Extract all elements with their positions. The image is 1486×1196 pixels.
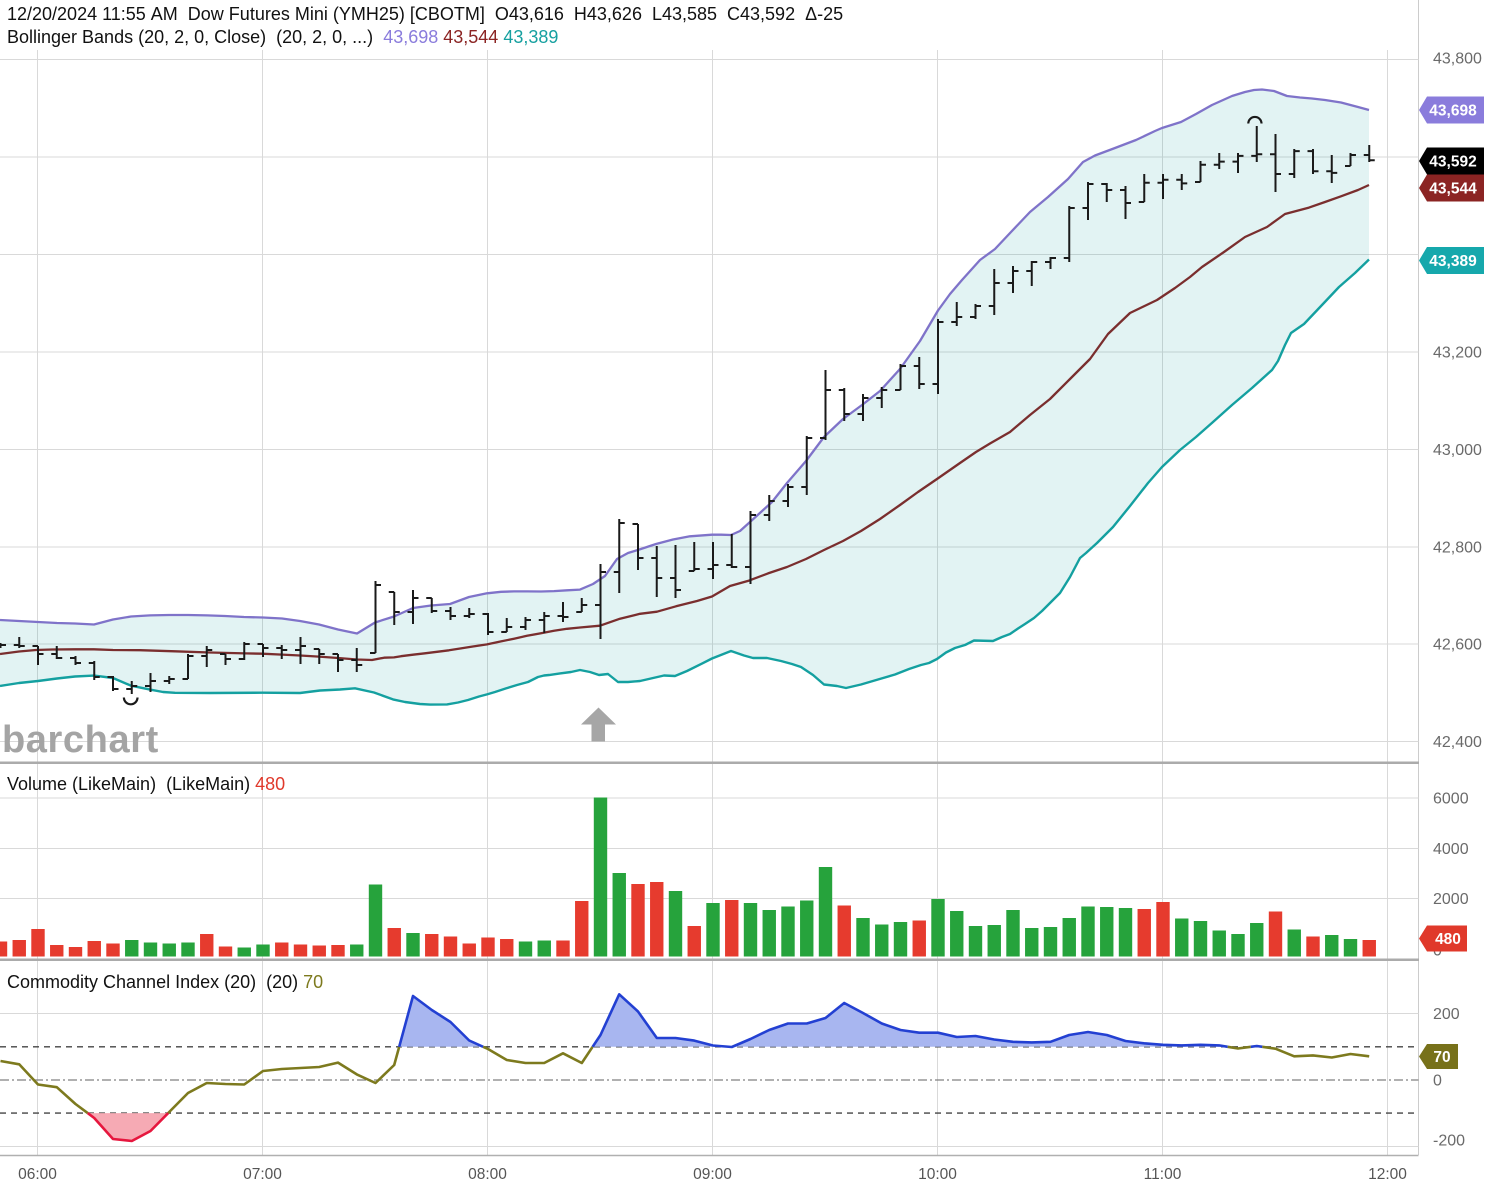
svg-text:6000: 6000	[1433, 791, 1469, 808]
svg-text:08:00: 08:00	[468, 1166, 507, 1183]
svg-text:Volume (LikeMain) (LikeMain): Volume (LikeMain) (LikeMain) 480	[7, 774, 285, 794]
svg-text:barchart: barchart	[2, 719, 159, 761]
svg-text:12/20/2024 11:55 AM Dow Futur: 12/20/2024 11:55 AM Dow Futures Mini (YM…	[7, 4, 843, 24]
svg-text:42,600: 42,600	[1433, 637, 1482, 654]
svg-text:43,544: 43,544	[1429, 181, 1477, 198]
svg-text:43,389: 43,389	[1429, 253, 1477, 270]
svg-text:43,698: 43,698	[1429, 103, 1477, 120]
svg-text:480: 480	[1435, 931, 1461, 948]
svg-text:4000: 4000	[1433, 841, 1469, 858]
svg-text:43,592: 43,592	[1429, 154, 1476, 171]
svg-text:70: 70	[1433, 1049, 1450, 1066]
svg-text:10:00: 10:00	[918, 1166, 957, 1183]
svg-text:42,400: 42,400	[1433, 734, 1482, 751]
svg-text:0: 0	[1433, 1073, 1442, 1090]
svg-text:43,200: 43,200	[1433, 345, 1482, 362]
svg-text:42,800: 42,800	[1433, 540, 1482, 557]
svg-text:11:00: 11:00	[1144, 1166, 1182, 1183]
svg-text:200: 200	[1433, 1006, 1460, 1023]
svg-text:09:00: 09:00	[693, 1166, 732, 1183]
svg-text:06:00: 06:00	[18, 1166, 57, 1183]
svg-text:Commodity Channel Index (20): Commodity Channel Index (20) (20) 70	[7, 972, 323, 992]
svg-text:43,800: 43,800	[1433, 51, 1482, 68]
svg-text:2000: 2000	[1433, 891, 1469, 908]
svg-text:43,000: 43,000	[1433, 442, 1482, 459]
svg-text:-200: -200	[1433, 1133, 1465, 1150]
svg-text:07:00: 07:00	[243, 1166, 282, 1183]
svg-text:12:00: 12:00	[1368, 1166, 1407, 1183]
svg-text:Bollinger Bands (20, 2, 0, Clo: Bollinger Bands (20, 2, 0, Close) (20, 2…	[7, 27, 558, 47]
